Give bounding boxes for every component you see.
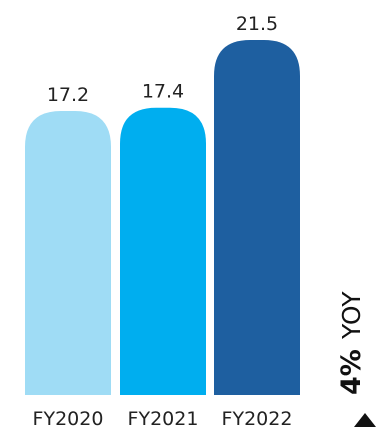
- yoy-annotation: 4% YOY: [336, 291, 367, 395]
- category-label-fy2021: FY2021: [128, 408, 199, 430]
- value-labels-group: 17.2 17.4 21.5: [47, 13, 278, 106]
- category-labels-group: FY2020 FY2021 FY2022: [33, 408, 293, 430]
- bar-fy2020: [25, 111, 111, 395]
- yoy-percent: 4%: [336, 349, 367, 395]
- bar-fy2021: [120, 107, 206, 395]
- value-label-fy2021: 17.4: [142, 81, 184, 103]
- value-label-fy2022: 21.5: [236, 13, 278, 35]
- bars-group: [25, 40, 300, 395]
- value-label-fy2020: 17.2: [47, 84, 89, 106]
- category-label-fy2022: FY2022: [222, 408, 293, 430]
- yoy-label: YOY: [337, 291, 366, 340]
- category-label-fy2020: FY2020: [33, 408, 104, 430]
- up-arrow-icon: [354, 413, 376, 427]
- bar-fy2022: [214, 40, 300, 395]
